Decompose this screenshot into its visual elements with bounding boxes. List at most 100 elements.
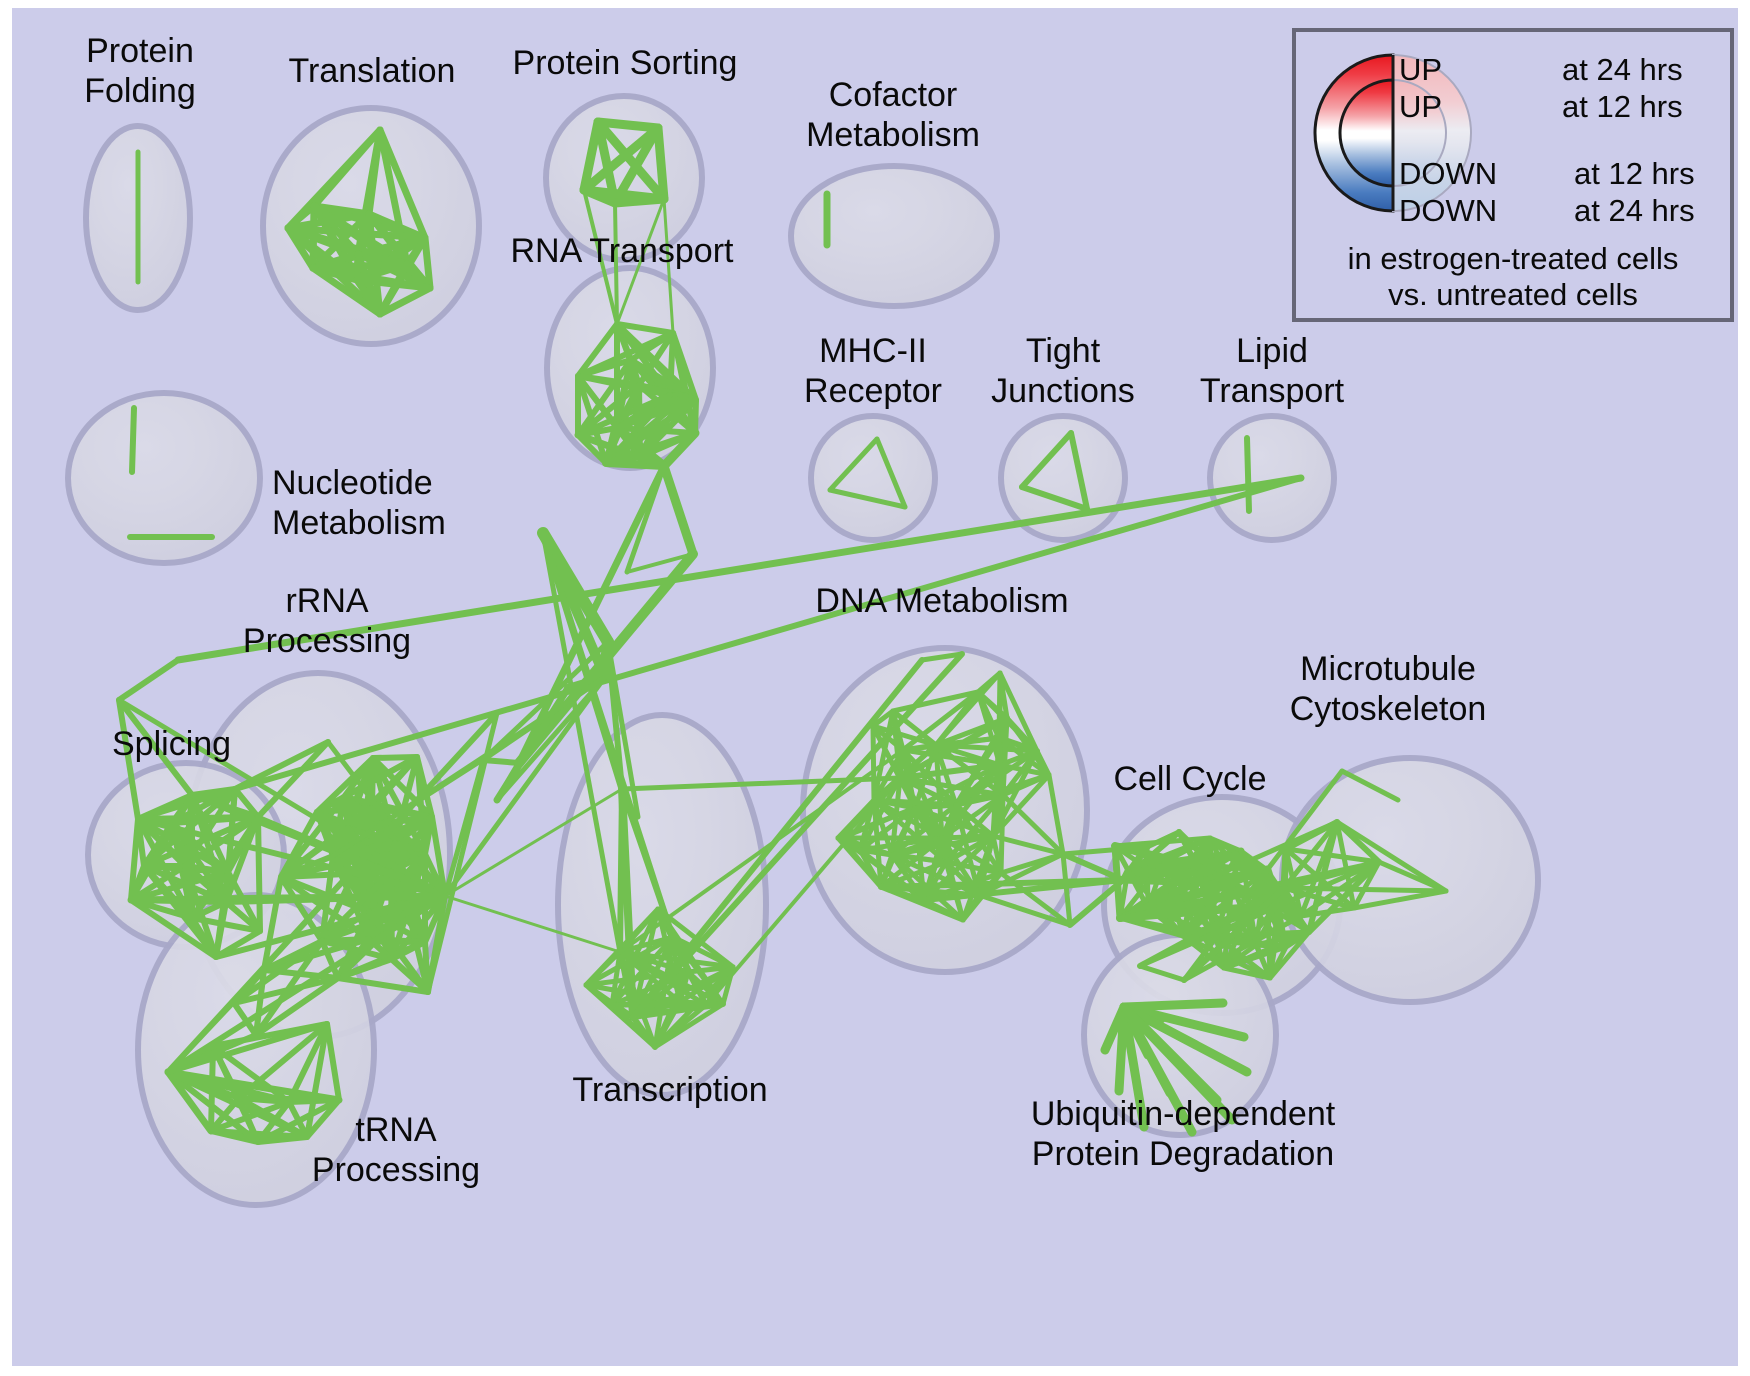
cluster-label-trna-processing: tRNA Processing (312, 1111, 480, 1189)
edge (900, 735, 1002, 753)
cluster-ellipse-nucleotide-metabolism (65, 390, 263, 566)
edge (1253, 942, 1273, 981)
edge (827, 436, 880, 493)
edge (223, 814, 261, 905)
edge (165, 893, 448, 1075)
edge (253, 967, 267, 1038)
edge (231, 1000, 259, 1038)
edge (897, 747, 906, 781)
edge (692, 397, 699, 436)
edge (1180, 867, 1270, 939)
cluster-ellipse-lipid-transport (1207, 413, 1337, 543)
legend-caption-line1: in estrogen-treated cells (1348, 241, 1679, 276)
edge (835, 797, 877, 841)
edge (319, 938, 341, 981)
edge (871, 797, 949, 865)
cluster-label-protein-sorting: Protein Sorting (513, 44, 738, 82)
edge (593, 117, 663, 133)
edge (116, 697, 195, 798)
edge (164, 1068, 343, 1104)
edge (141, 814, 261, 869)
cluster-label-lipid-transport: Lipid Transport (1200, 332, 1345, 410)
edge (919, 651, 965, 663)
edge (659, 461, 698, 559)
edge (976, 892, 1073, 928)
cluster-label-cofactor-metabolism: Cofactor Metabolism (806, 76, 980, 154)
edge (304, 1097, 342, 1140)
edge (255, 739, 331, 820)
edge (1034, 748, 1052, 778)
edge (314, 755, 376, 815)
edge (442, 674, 608, 899)
edge (335, 956, 395, 981)
edge (480, 757, 522, 766)
edge (871, 747, 906, 803)
edge (232, 786, 261, 820)
cluster-label-rrna-processing: rRNA Processing (243, 582, 411, 660)
edge (575, 382, 642, 438)
cluster-label-tight-junctions: Tight Junctions (991, 332, 1135, 410)
cluster-label-cell-cycle: Cell Cycle (1113, 760, 1266, 798)
edge (376, 260, 411, 318)
cluster-ellipse-mhc-ii-receptor (808, 413, 938, 543)
edge (618, 748, 905, 954)
edge (165, 1069, 261, 1145)
edge (189, 899, 229, 921)
edge (1137, 859, 1382, 969)
edge (897, 775, 1006, 798)
edge (613, 201, 619, 326)
edge (1019, 484, 1090, 512)
edge (614, 425, 698, 436)
edge (921, 897, 966, 923)
edge (286, 1021, 330, 1105)
cluster-label-microtubule-cytoskeleton: Microtubule Cytoskeleton (1290, 650, 1487, 728)
legend-state-3: DOWN (1399, 193, 1497, 228)
edge (1068, 430, 1090, 512)
edge (135, 792, 195, 822)
legend-inner-left-half (1338, 78, 1395, 188)
edge (619, 775, 903, 792)
edge (255, 1134, 310, 1145)
edge (284, 224, 429, 242)
edge (443, 894, 622, 954)
edge (1376, 859, 1449, 894)
edge-layer (116, 117, 1449, 1145)
edge (575, 357, 634, 379)
edge (943, 859, 1004, 876)
edge (1281, 885, 1449, 894)
edge (1046, 772, 1066, 857)
edge (1281, 885, 1357, 911)
edge (331, 758, 485, 858)
edge (261, 874, 284, 973)
edge (878, 859, 949, 890)
edge (353, 276, 384, 318)
edge (421, 234, 434, 292)
edge (1119, 1002, 1252, 1077)
cluster-label-transcription: Transcription (572, 1071, 767, 1109)
edge (990, 833, 1066, 857)
edge (897, 742, 939, 781)
edge (618, 785, 637, 1021)
edge (189, 915, 263, 934)
edge (1298, 905, 1357, 919)
legend-time-0: at 24 hrs (1562, 52, 1683, 87)
edge (897, 762, 1003, 781)
edge (1221, 902, 1281, 971)
edge (278, 809, 320, 880)
edge (912, 805, 996, 839)
edge (1298, 819, 1340, 919)
edge (653, 123, 669, 204)
edge (128, 869, 231, 903)
edge (890, 689, 981, 714)
edge (1111, 842, 1201, 870)
edge (575, 357, 634, 438)
edge (1221, 965, 1273, 981)
edge (574, 431, 668, 470)
edge (353, 276, 434, 292)
edge (1181, 885, 1287, 983)
edge (998, 851, 1066, 876)
edge (1119, 1002, 1249, 1042)
legend-inner-right-half (1392, 78, 1447, 188)
cluster-label-rna-transport: RNA Transport (511, 232, 735, 270)
